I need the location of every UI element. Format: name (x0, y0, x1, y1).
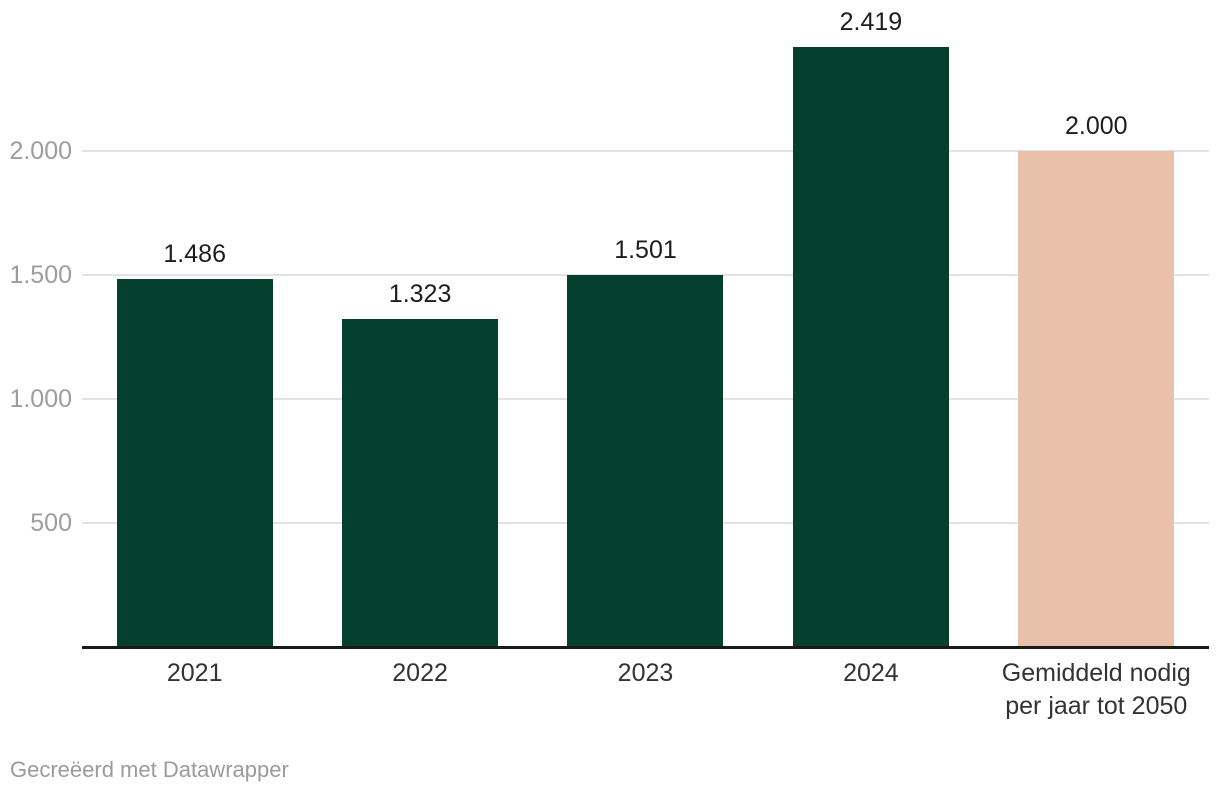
value-label-4: 2.419 (839, 8, 903, 37)
category-label-1: 2021 (166, 659, 223, 687)
bar-3[interactable] (567, 274, 724, 647)
y-tick-label-1500: 1.500 (9, 261, 72, 290)
bar-slot-3: 1.501 2023 (533, 0, 758, 687)
value-label-3: 1.501 (614, 235, 677, 264)
bar-1[interactable] (116, 278, 273, 647)
category-label-2: 2022 (392, 659, 448, 687)
bar-slot-5: 2.000 Gemiddeld nodig per jaar tot 2050 (984, 0, 1209, 719)
category-label-4: 2024 (843, 659, 899, 687)
bar-slot-1: 1.486 2021 (82, 0, 307, 687)
value-label-5: 2.000 (1065, 112, 1128, 141)
category-label-5: Gemiddeld nodig per jaar tot 2050 (1001, 659, 1191, 720)
datawrapper-credit-link[interactable]: Gecreëerd met Datawrapper (10, 757, 289, 782)
bar-2[interactable] (342, 318, 499, 647)
value-label-2: 1.323 (388, 279, 452, 308)
y-tick-label-2000: 2.000 (9, 137, 72, 166)
bar-slot-2: 1.323 2022 (307, 0, 532, 687)
x-axis-line (82, 646, 1209, 649)
credit-line: Gecreëerd met Datawrapper (10, 757, 289, 783)
bar-slot-4: 2.419 2024 (758, 0, 983, 687)
y-tick-label-1000: 1.000 (9, 385, 72, 413)
bar-4[interactable] (792, 47, 949, 647)
category-label-3: 2023 (617, 659, 674, 687)
value-label-1: 1.486 (163, 239, 226, 268)
gridline-2000 (82, 150, 1209, 153)
y-tick-label-500: 500 (30, 509, 72, 537)
bar-5[interactable] (1018, 151, 1175, 647)
